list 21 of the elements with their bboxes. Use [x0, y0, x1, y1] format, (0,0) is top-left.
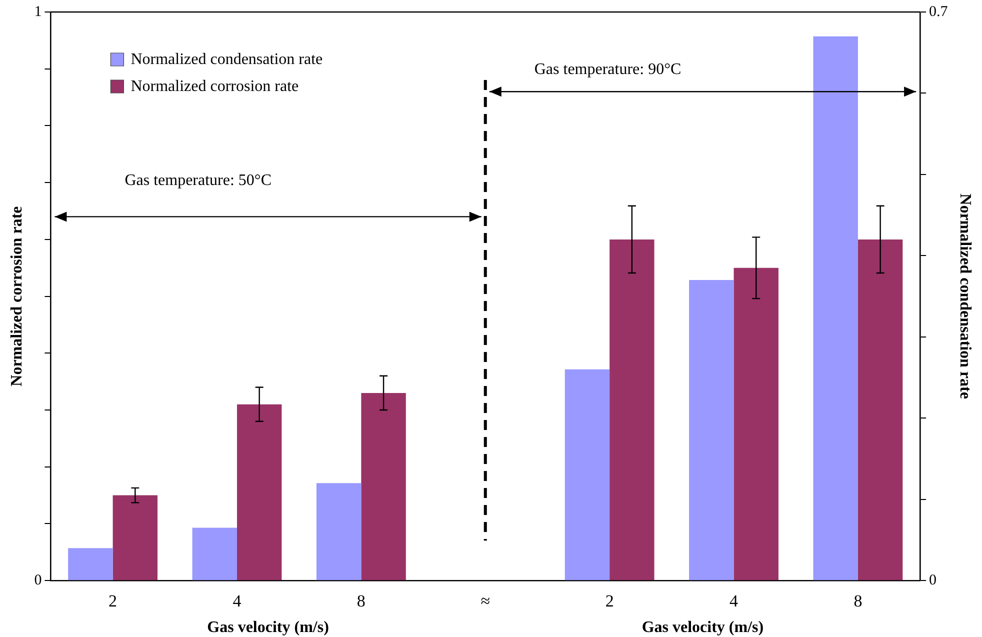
y2-axis-title: Normalized condensation rate — [956, 194, 974, 399]
annotation: Gas temperature: 90°C — [534, 60, 682, 78]
legend-label: Normalized corrosion rate — [130, 78, 299, 96]
x-tick-label: 8 — [356, 591, 366, 610]
x-tick-label: ≈ — [480, 591, 490, 610]
y-axis-title: Normalized corrosion rate — [8, 206, 26, 386]
y2-tick-label: 0 — [929, 572, 937, 589]
x-tick-label: 8 — [854, 591, 862, 610]
x-axis-title: Gas velocity (m/s) — [207, 619, 329, 636]
legend-label: Normalized condensation rate — [130, 51, 323, 68]
y-tick-label: 1 — [34, 4, 42, 20]
y2-tick-label: 0.7 — [929, 4, 948, 20]
x-tick-label: 2 — [108, 591, 118, 610]
bar — [112, 495, 158, 580]
annotation: Gas temperature: 50°C — [124, 172, 272, 189]
bar — [236, 404, 282, 580]
text: Gas velocity (m/s) — [642, 619, 764, 636]
x-tick-label: 4 — [730, 591, 739, 610]
x-tick-label: 2 — [605, 591, 614, 610]
x-tick-label: 4 — [232, 591, 242, 610]
bar — [192, 528, 237, 580]
